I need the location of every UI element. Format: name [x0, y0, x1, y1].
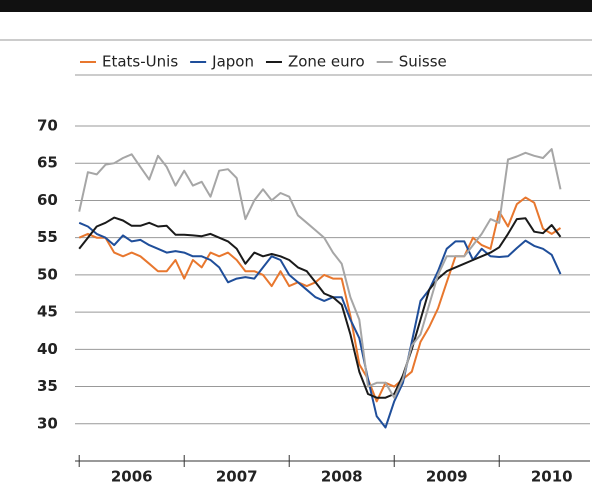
legend-label: Japon	[211, 53, 254, 71]
x-tick-label: 2009	[426, 468, 468, 486]
legend: Etats-Unis Japon Zone euro Suisse	[80, 53, 447, 71]
x-tick-label: 2006	[111, 468, 153, 486]
legend-label: Zone euro	[288, 53, 365, 71]
series-line	[78, 148, 562, 399]
y-tick-label: 65	[37, 154, 58, 172]
series-line	[78, 196, 562, 403]
y-tick-label: 55	[37, 228, 58, 246]
legend-label: Suisse	[399, 53, 447, 71]
x-tick-label: 2010	[531, 468, 573, 486]
y-tick-label: 70	[37, 117, 58, 135]
grid: 30 35 40 45 50 55 60 65 70 2006 2007 2008 2009 2010	[37, 117, 590, 486]
y-tick-label: 40	[37, 340, 58, 358]
y-tick-label: 45	[37, 303, 58, 321]
x-tick-label: 2007	[216, 468, 258, 486]
y-tick-label: 35	[37, 377, 58, 395]
x-tick-label: 2008	[321, 468, 363, 486]
y-tick-label: 60	[37, 191, 58, 209]
series-line	[78, 221, 562, 429]
header-band	[0, 0, 592, 12]
plot	[78, 148, 562, 429]
y-tick-label: 50	[37, 265, 58, 283]
series-line	[78, 216, 562, 399]
legend-label: Etats-Unis	[102, 53, 178, 71]
y-tick-label: 30	[37, 414, 58, 432]
